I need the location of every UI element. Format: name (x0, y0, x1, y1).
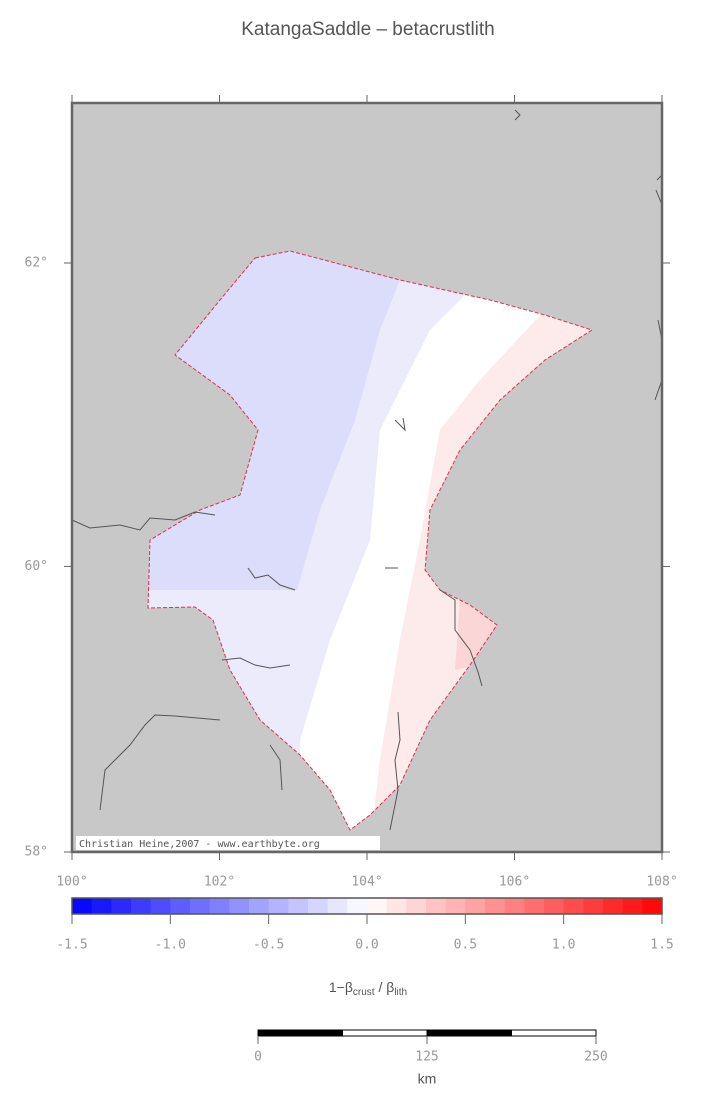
colorbar-cell (367, 898, 388, 914)
scalebar-segment (342, 1029, 428, 1037)
colorbar-cell (91, 898, 112, 914)
colorbar-tick-label: 0.0 (355, 938, 378, 953)
colorbar-cell (445, 898, 466, 914)
colorbar-tick-label: -1.0 (155, 938, 186, 953)
colorbar-cell (544, 898, 565, 914)
scalebar-segment (511, 1029, 597, 1037)
x-tick-label: 100° (56, 875, 87, 890)
colorbar-tick-label: 0.5 (454, 938, 477, 953)
colorbar-cell (131, 898, 152, 914)
colorbar-cell (504, 898, 525, 914)
colorbar-cell (209, 898, 230, 914)
colorbar-cell (563, 898, 584, 914)
colorbar-cell (72, 898, 93, 914)
colorbar-cell (150, 898, 171, 914)
colorbar-tick-label: -1.5 (56, 938, 87, 953)
colorbar-label: 1−βcrust / βlith (329, 979, 407, 998)
scalebar-tick-label: 0 (254, 1050, 262, 1065)
colorbar-cell (229, 898, 250, 914)
colorbar-tick-label: 1.0 (552, 938, 575, 953)
x-tick-label: 106° (499, 875, 530, 890)
scalebar-segment (426, 1029, 512, 1037)
region-outline (147, 250, 594, 831)
credit: Christian Heine,2007 - www.earthbyte.org (79, 839, 320, 850)
colorbar-tick-label: 1.5 (650, 938, 673, 953)
colorbar-cell (190, 898, 211, 914)
label-sub: crust (353, 987, 375, 998)
x-tick-label: 108° (646, 875, 677, 890)
colorbar-tick-label: -0.5 (253, 938, 284, 953)
colorbar-cell (308, 898, 329, 914)
colorbar: -1.5 -1.0 -0.5 0.0 0.5 1.0 1.5 (56, 897, 674, 953)
colorbar-cell (327, 898, 348, 914)
colorbar-cell (465, 898, 486, 914)
colorbar-cell (642, 898, 663, 914)
colorbar-cell (583, 898, 604, 914)
scalebar-tick-label: 125 (415, 1050, 438, 1065)
x-tick-label: 104° (351, 875, 382, 890)
colorbar-cell (170, 898, 191, 914)
colorbar-cell (426, 898, 447, 914)
coastlines (71, 109, 663, 831)
label-part: / β (375, 979, 395, 995)
title: KatangaSaddle – betacrustlith (241, 19, 495, 40)
colorbar-cell (249, 898, 270, 914)
y-tick-label: 60° (25, 559, 48, 574)
colorbar-cell (347, 898, 368, 914)
colorbar-cell (622, 898, 643, 914)
credit-box (76, 836, 380, 850)
colorbar-cell (268, 898, 289, 914)
colorbar-cell (524, 898, 545, 914)
scalebar-segment (257, 1029, 343, 1037)
colorbar-cell (386, 898, 407, 914)
y-tick-label: 58° (25, 845, 48, 860)
label-sub: lith (394, 987, 407, 998)
colorbar-cell (485, 898, 506, 914)
colorbar-cell (111, 898, 132, 914)
label-part: 1−β (329, 979, 353, 995)
colorbar-cell (603, 898, 624, 914)
scalebar-tick-label: 250 (584, 1050, 607, 1065)
colorbar-cell (406, 898, 427, 914)
colorbar-cell (288, 898, 309, 914)
x-tick-label: 102° (204, 875, 235, 890)
y-tick-label: 62° (25, 256, 48, 271)
scalebar-unit: km (418, 1071, 437, 1087)
